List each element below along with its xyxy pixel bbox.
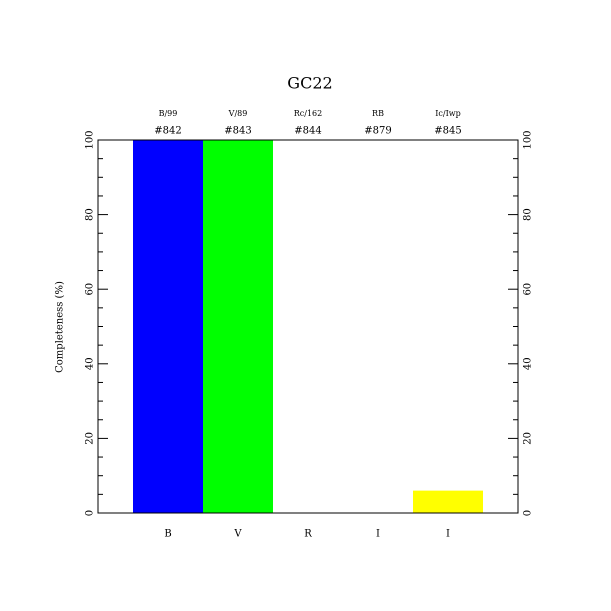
- filter-label: B/99: [159, 109, 178, 118]
- chart-title: GC22: [287, 74, 332, 93]
- filter-label: Ic/Iwp: [435, 109, 460, 118]
- y-tick-label: 40: [85, 357, 96, 370]
- y-tick-label-right: 20: [523, 432, 534, 445]
- y-tick-label: 100: [85, 130, 96, 149]
- y-tick-label: 80: [85, 208, 96, 221]
- y-tick-label-right: 80: [523, 208, 534, 221]
- x-tick-label: B: [164, 529, 171, 540]
- y-tick-label-right: 100: [523, 130, 534, 149]
- filter-label: RB: [372, 109, 384, 118]
- bar: [413, 490, 483, 513]
- x-tick-label: I: [446, 529, 450, 540]
- filter-label: V/89: [228, 109, 248, 118]
- x-tick-label: R: [304, 529, 312, 540]
- y-tick-label-right: 60: [523, 283, 534, 296]
- bar: [203, 140, 273, 513]
- filter-label: Rc/162: [294, 109, 322, 118]
- y-tick-label: 60: [85, 283, 96, 296]
- id-label: #879: [364, 126, 391, 137]
- y-tick-label: 0: [85, 510, 96, 516]
- y-tick-label-right: 0: [523, 510, 534, 516]
- y-tick-label: 20: [85, 432, 96, 445]
- bar: [133, 140, 203, 513]
- x-tick-label: I: [376, 529, 380, 540]
- id-label: #843: [224, 126, 251, 137]
- y-axis-label: Completeness (%): [55, 281, 66, 373]
- id-label: #844: [294, 126, 321, 137]
- id-label: #845: [434, 126, 461, 137]
- x-tick-label: V: [233, 529, 242, 540]
- y-tick-label-right: 40: [523, 357, 534, 370]
- id-label: #842: [154, 126, 181, 137]
